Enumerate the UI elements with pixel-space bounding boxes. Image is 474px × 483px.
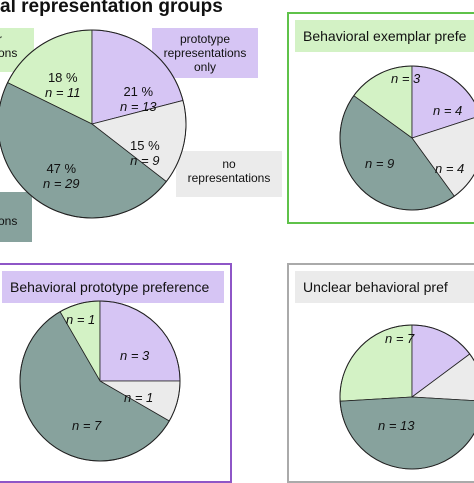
panel-title-unclear: Unclear behavioral pref (295, 271, 474, 303)
pie3-exemplar-n: n = 7 (385, 331, 415, 346)
callout-both-representations: ons (0, 192, 32, 242)
pie2-both-n: n = 7 (72, 418, 102, 433)
pie0-both-pct: 47 % (46, 161, 77, 176)
pie0-exemplar-pct: 18 % (47, 70, 78, 85)
callout-prototype-text: prototype representations only (163, 32, 247, 74)
pie0-exemplar-label: 18 % n = 11 (45, 70, 81, 100)
pie3-slice-both (339, 396, 474, 470)
panel-exemplar-preference: Behavioral exemplar prefe (287, 12, 474, 224)
pie3-outline (339, 324, 474, 470)
pie2-slice-prototype (99, 300, 181, 382)
pie0-both-n: n = 29 (43, 176, 80, 191)
pie2-exemplar-n: n = 1 (66, 312, 96, 327)
panel-title-prototype: Behavioral prototype preference (2, 271, 224, 303)
pie0-prototype-n: n = 13 (120, 99, 157, 114)
pie2-none-n: n = 1 (124, 390, 154, 405)
callout-prototype-only: prototype representations only (152, 28, 258, 78)
pie0-outline (0, 29, 187, 219)
pie1-none-n: n = 4 (435, 161, 465, 176)
pie0-both-label: 47 % n = 29 (43, 161, 80, 191)
pie1-prototype-n: n = 4 (433, 103, 463, 118)
callout-both-text: ons (0, 214, 18, 228)
pie0-prototype-label: 21 % n = 13 (120, 84, 157, 114)
figure-title: al representation groups (0, 0, 223, 17)
pie0-none-label: 15 % n = 9 (130, 138, 160, 168)
pie0-prototype-pct: 21 % (123, 84, 154, 99)
pie2-outline (19, 300, 181, 462)
callout-exemplar-text: r ons (0, 32, 18, 60)
panel-prototype-preference: Behavioral prototype preference (0, 263, 232, 483)
pie0-exemplar-n: n = 11 (45, 85, 81, 100)
pie0-none-pct: 15 % (130, 138, 160, 153)
panel-title-exemplar: Behavioral exemplar prefe (295, 20, 474, 52)
callout-no-representations: no representations (176, 151, 282, 197)
pie1-both-n: n = 9 (365, 156, 395, 171)
pie2-prototype-n: n = 3 (120, 348, 150, 363)
pie1-exemplar-n: n = 3 (391, 71, 421, 86)
pie1-outline (339, 65, 474, 211)
pie0-none-n: n = 9 (130, 153, 160, 168)
callout-none-text: no representations (187, 157, 271, 185)
pie3-both-n: n = 13 (378, 418, 415, 433)
